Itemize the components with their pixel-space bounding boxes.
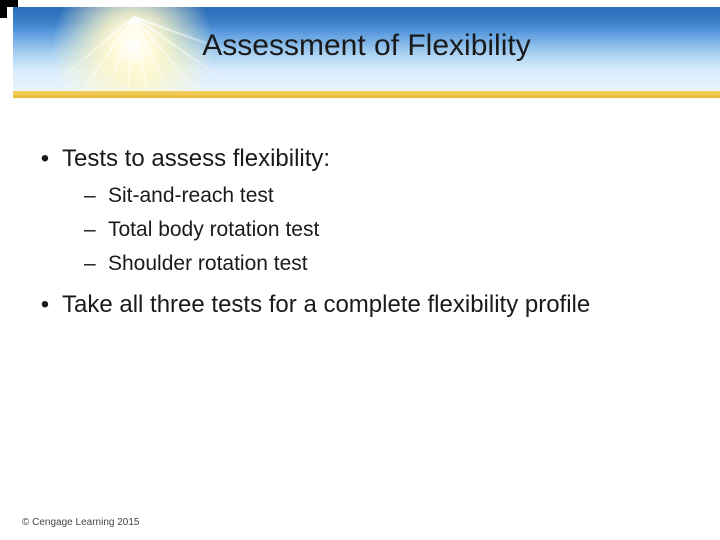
dash-icon: –: [84, 252, 108, 276]
bullet-lvl1: • Tests to assess flexibility:: [28, 144, 692, 174]
bullet-text: Total body rotation test: [108, 218, 692, 242]
bullet-text: Shoulder rotation test: [108, 252, 692, 276]
content-area: • Tests to assess flexibility: – Sit-and…: [28, 130, 692, 320]
header-banner: Assessment of Flexibility: [13, 7, 720, 91]
dash-icon: –: [84, 184, 108, 208]
bullet-text: Sit-and-reach test: [108, 184, 692, 208]
corner-decoration: [0, 0, 7, 18]
slide-title: Assessment of Flexibility: [13, 29, 720, 63]
slide: Assessment of Flexibility • Tests to ass…: [0, 0, 720, 540]
gold-divider: [13, 91, 720, 98]
bullet-lvl2: – Sit-and-reach test: [84, 184, 692, 208]
bullet-text: Take all three tests for a complete flex…: [62, 290, 692, 320]
bullet-lvl2: – Shoulder rotation test: [84, 252, 692, 276]
bullet-lvl1: • Take all three tests for a complete fl…: [28, 290, 692, 320]
dash-icon: –: [84, 218, 108, 242]
bullet-dot-icon: •: [28, 290, 62, 320]
bullet-text: Tests to assess flexibility:: [62, 144, 692, 174]
copyright-footer: © Cengage Learning 2015: [22, 517, 139, 528]
bullet-lvl2: – Total body rotation test: [84, 218, 692, 242]
bullet-dot-icon: •: [28, 144, 62, 174]
